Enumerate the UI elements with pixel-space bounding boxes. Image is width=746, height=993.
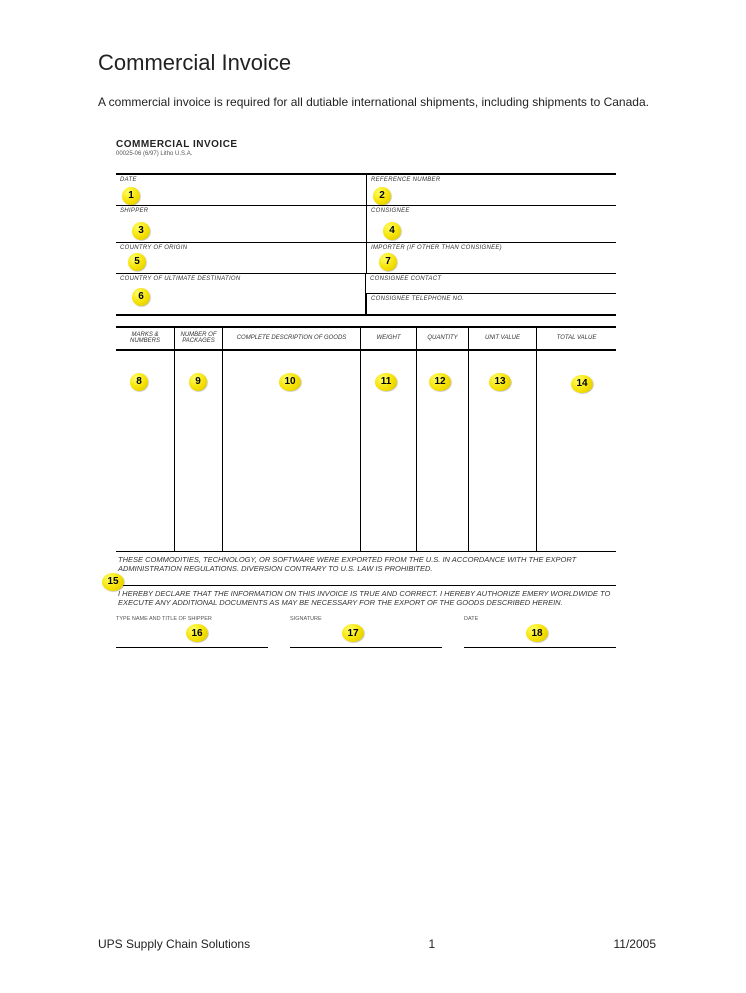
marker-1: 1 xyxy=(122,187,140,205)
marker-6: 6 xyxy=(132,288,150,306)
field-contact: CONSIGNEE CONTACT xyxy=(366,274,616,294)
marker-4: 4 xyxy=(383,222,401,240)
footer-right: 11/2005 xyxy=(614,937,657,951)
form-header: COMMERCIAL INVOICE xyxy=(116,139,616,150)
items-body: 8 9 10 11 12 13 14 xyxy=(116,351,616,551)
field-destination: COUNTRY OF ULTIMATE DESTINATION 6 xyxy=(116,274,366,314)
form-subheader: 00025-06 (6/97) Litho U.S.A. xyxy=(116,151,616,157)
footer-left: UPS Supply Chain Solutions xyxy=(98,937,250,951)
field-phone: CONSIGNEE TELEPHONE NO. xyxy=(366,294,616,314)
marker-13: 13 xyxy=(489,373,511,391)
intro-text: A commercial invoice is required for all… xyxy=(98,94,656,111)
signature-row: TYPE NAME AND TITLE OF SHIPPER 16 SIGNAT… xyxy=(116,614,616,648)
marker-5: 5 xyxy=(128,253,146,271)
label-importer: IMPORTER (IF OTHER THAN CONSIGNEE) xyxy=(371,245,612,251)
sig-date-label: DATE xyxy=(464,616,616,622)
items-table: MARKS & NUMBERS NUMBER OF PACKAGES COMPL… xyxy=(116,326,616,552)
body-total-value: 14 xyxy=(536,351,616,551)
col-marks: MARKS & NUMBERS xyxy=(116,328,174,349)
label-origin: COUNTRY OF ORIGIN xyxy=(120,245,362,251)
marker-7: 7 xyxy=(379,253,397,271)
legal-block-2: I HEREBY DECLARE THAT THE INFORMATION ON… xyxy=(116,586,616,611)
body-quantity: 12 xyxy=(416,351,468,551)
legal-text-2: I HEREBY DECLARE THAT THE INFORMATION ON… xyxy=(116,586,616,611)
sig-signature-col: SIGNATURE 17 xyxy=(290,614,442,648)
label-destination: COUNTRY OF ULTIMATE DESTINATION xyxy=(120,276,361,282)
marker-10: 10 xyxy=(279,373,301,391)
col-unit-value: UNIT VALUE xyxy=(468,328,536,349)
marker-14: 14 xyxy=(571,375,593,393)
body-marks: 8 xyxy=(116,351,174,551)
marker-2: 2 xyxy=(373,187,391,205)
marker-8: 8 xyxy=(130,373,148,391)
page-title: Commercial Invoice xyxy=(98,50,656,76)
col-total-value: TOTAL VALUE xyxy=(536,328,616,349)
field-shipper: SHIPPER 3 xyxy=(116,206,366,242)
sig-date-col: DATE 18 xyxy=(464,614,616,648)
header-fields: DATE 1 REFERENCE NUMBER 2 SHIPPER 3 CONS… xyxy=(116,173,616,316)
field-reference: REFERENCE NUMBER 2 xyxy=(366,175,616,205)
items-header-row: MARKS & NUMBERS NUMBER OF PACKAGES COMPL… xyxy=(116,328,616,351)
label-contact: CONSIGNEE CONTACT xyxy=(370,276,612,282)
page-footer: UPS Supply Chain Solutions 1 11/2005 xyxy=(98,937,656,951)
marker-9: 9 xyxy=(189,373,207,391)
col-description: COMPLETE DESCRIPTION OF GOODS xyxy=(222,328,360,349)
sig-name-col: TYPE NAME AND TITLE OF SHIPPER 16 xyxy=(116,614,268,648)
marker-3: 3 xyxy=(132,222,150,240)
field-importer: IMPORTER (IF OTHER THAN CONSIGNEE) 7 xyxy=(366,243,616,273)
body-unit-value: 13 xyxy=(468,351,536,551)
label-phone: CONSIGNEE TELEPHONE NO. xyxy=(371,296,612,302)
label-consignee: CONSIGNEE xyxy=(371,208,612,214)
label-shipper: SHIPPER xyxy=(120,208,362,214)
invoice-form: COMMERCIAL INVOICE 00025-06 (6/97) Litho… xyxy=(116,139,616,649)
label-date: DATE xyxy=(120,177,362,183)
marker-11: 11 xyxy=(375,373,397,391)
legal-text-1: THESE COMMODITIES, TECHNOLOGY, OR SOFTWA… xyxy=(116,552,616,577)
field-origin: COUNTRY OF ORIGIN 5 xyxy=(116,243,366,273)
field-date: DATE 1 xyxy=(116,175,366,205)
body-packages: 9 xyxy=(174,351,222,551)
field-consignee: CONSIGNEE 4 xyxy=(366,206,616,242)
sig-name-label: TYPE NAME AND TITLE OF SHIPPER xyxy=(116,616,268,622)
sig-signature-line xyxy=(290,624,442,648)
marker-12: 12 xyxy=(429,373,451,391)
col-quantity: QUANTITY xyxy=(416,328,468,349)
col-weight: WEIGHT xyxy=(360,328,416,349)
label-reference: REFERENCE NUMBER xyxy=(371,177,612,183)
legal-block-1: THESE COMMODITIES, TECHNOLOGY, OR SOFTWA… xyxy=(116,552,616,586)
marker-15: 15 xyxy=(102,573,124,591)
sig-signature-label: SIGNATURE xyxy=(290,616,442,622)
footer-center: 1 xyxy=(428,937,435,951)
body-description: 10 xyxy=(222,351,360,551)
col-packages: NUMBER OF PACKAGES xyxy=(174,328,222,349)
body-weight: 11 xyxy=(360,351,416,551)
